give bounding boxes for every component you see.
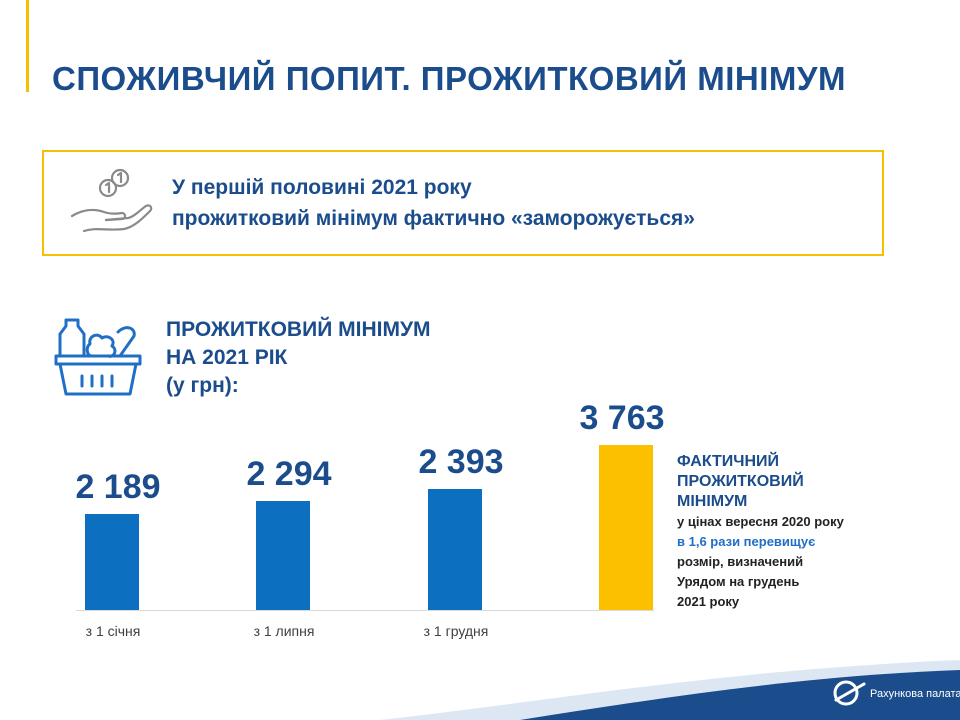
logo-text: Рахункова палата (870, 688, 960, 700)
bar-2 (256, 500, 310, 610)
side-note-line-3: розмір, визначений (677, 554, 804, 569)
bar-value-label-2: 2 294 (246, 454, 332, 493)
notice-line-1: У першій половині 2021 року (172, 176, 472, 199)
category-label-3: з 1 грудня (423, 623, 489, 639)
section-heading-line-1: ПРОЖИТКОВИЙ МІНІМУМ (166, 318, 431, 341)
hand-coins-icon (70, 168, 153, 233)
side-note-line-2: в 1,6 рази перевищує (677, 534, 816, 549)
category-label-2: з 1 липня (253, 623, 315, 639)
bar-value-label-1: 2 189 (75, 468, 161, 506)
side-note-line-5: 2021 року (677, 594, 740, 609)
section-heading-line-2: НА 2021 РІК (166, 346, 288, 369)
side-note-line-1: у цінах вересня 2020 року (677, 514, 844, 529)
bar-value-label-4: 3 763 (579, 399, 665, 437)
side-note-line-4: Урядом на грудень (677, 574, 800, 589)
notice-line-2: прожитковий мінімум фактично «заморожуєт… (172, 207, 695, 230)
footer-wave (380, 660, 960, 720)
notice-box: У першій половині 2021 року прожитковий … (42, 150, 884, 256)
title-accent-line (26, 0, 29, 92)
bar-value-label-3: 2 393 (418, 442, 504, 481)
side-note-heading-1: ФАКТИЧНИЙ (677, 453, 780, 470)
notice-text: У першій половині 2021 року прожитковий … (172, 172, 695, 234)
section-heading: ПРОЖИТКОВИЙ МІНІМУМ НА 2021 РІК (у грн): (166, 316, 431, 400)
bar-3 (428, 488, 482, 610)
grocery-basket-icon (54, 318, 142, 396)
side-note-heading-2: ПРОЖИТКОВИЙ (677, 473, 804, 490)
page-title: СПОЖИВЧИЙ ПОПИТ. ПРОЖИТКОВИЙ МІНІМУМ (52, 60, 846, 97)
side-note-heading-3: МІНІМУМ (677, 493, 748, 510)
side-note: ФАКТИЧНИЙ ПРОЖИТКОВИЙ МІНІМУМ у цінах ве… (677, 452, 927, 612)
accounting-chamber-logo-icon (833, 680, 866, 706)
category-label-1: з 1 січня (85, 623, 141, 639)
bar-4 (599, 445, 653, 610)
bar-1 (85, 514, 139, 610)
chart-baseline (76, 610, 654, 611)
section-heading-line-3: (у грн): (166, 374, 239, 397)
